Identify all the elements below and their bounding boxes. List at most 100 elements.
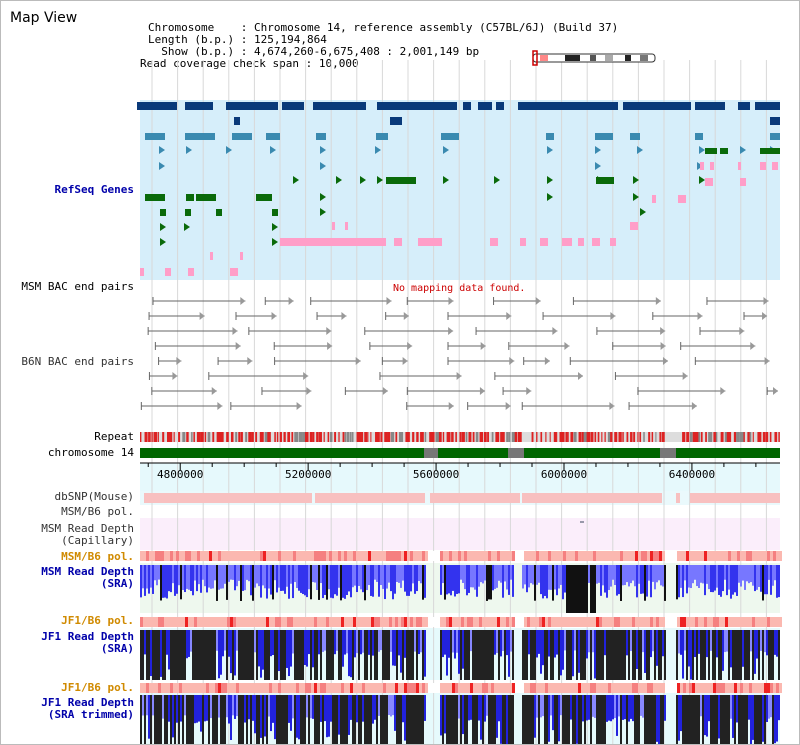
jf1-trim-depth-bar	[602, 695, 604, 745]
jf1-depth-bar	[746, 630, 748, 680]
msm-depth-bar	[540, 565, 542, 595]
jf1-depth-bar	[652, 630, 654, 652]
jf1-depth-bar	[216, 630, 218, 651]
gene-block	[226, 102, 278, 110]
jf1-trim-depth-bar	[158, 695, 160, 745]
jf1-depth-bar	[696, 630, 698, 680]
msm-depth-bar	[608, 565, 610, 591]
jf1-trim-depth-bar	[320, 695, 322, 722]
jf1-pol-strip-cell	[389, 617, 392, 627]
gene-block	[740, 178, 746, 186]
repeat-mark	[390, 432, 395, 442]
jf1-trim-depth-bar	[740, 695, 742, 745]
msm-pol-strip-cell	[146, 551, 149, 561]
msm-depth-bar	[286, 565, 288, 587]
repeat-mark	[720, 432, 724, 442]
jf1-pol2-strip-cell	[485, 683, 488, 693]
jf1-trim-depth-bar	[292, 695, 294, 719]
jf1-pol-strip-cell	[617, 617, 620, 627]
msm-depth-bar	[352, 565, 354, 588]
jf1-trim-depth-bar	[508, 695, 510, 745]
msm-pol-strip-cell	[242, 551, 245, 561]
msm-depth-bar	[580, 565, 582, 613]
msm-pol-strip-cell	[392, 551, 395, 561]
jf1-pol-strip-cell	[335, 617, 338, 627]
msm-depth-bar	[420, 565, 422, 584]
jf1-pol2-strip-cell	[629, 683, 632, 693]
repeat-mark	[762, 432, 766, 442]
jf1-trim-depth-bar	[462, 695, 464, 735]
jf1-pol2-strip-cell	[371, 683, 374, 693]
jf1-pol-strip-cell	[452, 617, 455, 627]
jf1-pol-strip-cell	[287, 617, 290, 627]
jf1-pol2-strip-cell	[308, 683, 311, 693]
jf1-trim-depth-bar	[562, 695, 564, 745]
gene-block	[332, 222, 335, 230]
jf1-pol-strip-cell	[485, 617, 488, 627]
jf1-pol2-strip-cell	[524, 683, 527, 693]
msm-pol-strip-cell	[527, 551, 530, 561]
bac-pair-arrow	[479, 387, 485, 395]
msm-depth-bar	[392, 565, 394, 600]
jf1-depth-bar	[202, 630, 204, 680]
jf1-trim-depth-bar	[392, 695, 394, 716]
jf1-depth-bar	[272, 630, 274, 656]
gene-arrow	[320, 193, 326, 201]
msm-pol-strip-cell	[200, 551, 203, 561]
jf1-pol2-strip-gap	[431, 683, 434, 693]
jf1-trim-depth-bar	[400, 695, 402, 745]
gene-block	[240, 252, 243, 260]
jf1-pol2-strip-cell	[704, 683, 707, 693]
repeat-mark	[743, 432, 745, 442]
jf1-pol2-strip-cell	[764, 683, 767, 693]
jf1-trim-depth-bar	[218, 695, 220, 718]
jf1-pol-strip-cell	[758, 617, 761, 627]
jf1-trim-depth-bar	[456, 695, 458, 745]
jf1-pol-strip-cell	[224, 617, 227, 627]
msm-pol-strip-cell	[530, 551, 533, 561]
repeat-mark	[312, 432, 315, 442]
jf1-pol2-strip-cell	[395, 683, 398, 693]
jf1-depth-bar	[310, 630, 312, 680]
msm-depth-bar	[700, 565, 702, 583]
gene-block	[390, 117, 402, 125]
jf1-trim-depth-bar	[480, 695, 482, 740]
jf1-trim-depth-bar	[156, 695, 158, 745]
jf1-pol2-strip-cell	[635, 683, 638, 693]
refseq-track-bg	[140, 100, 780, 280]
jf1-trim-depth-bar	[636, 695, 638, 745]
jf1-trim-depth-bar	[150, 695, 152, 745]
jf1-pol2-strip-cell	[392, 683, 395, 693]
jf1-pol-strip-gap	[521, 617, 524, 627]
jf1-pol-strip-cell	[410, 617, 413, 627]
jf1-pol-strip-cell	[551, 617, 554, 627]
jf1-depth-bar	[644, 630, 646, 673]
jf1-pol-strip-cell	[773, 617, 776, 627]
jf1-pol2-strip-cell	[278, 683, 281, 693]
jf1-trim-depth-bar	[644, 695, 646, 745]
msm-pol-strip-cell	[548, 551, 551, 561]
jf1-trim-depth-bar	[716, 695, 718, 745]
jf1-pol2-strip-cell	[164, 683, 167, 693]
axis-bg	[140, 463, 780, 491]
repeat-mark	[633, 432, 636, 442]
jf1-trim-depth-bar	[642, 695, 644, 718]
jf1-pol-strip-gap	[515, 617, 518, 627]
jf1-trim-depth-bar	[510, 695, 512, 745]
gene-arrow	[159, 146, 165, 154]
jf1-pol2-strip-cell	[695, 683, 698, 693]
msm-depth-bar	[574, 565, 576, 613]
label-msm-depth-sra-2: (SRA)	[100, 577, 134, 590]
jf1-trim-depth-bar	[774, 695, 776, 744]
jf1-trim-depth-bar	[458, 695, 460, 719]
msm-depth-bar	[484, 565, 486, 581]
repeat-mark	[274, 432, 276, 442]
repeat-mark	[643, 432, 645, 442]
msm-depth-bar	[506, 565, 508, 590]
jf1-pol-strip-cell	[683, 617, 686, 627]
bac-pair-arrow	[697, 312, 703, 320]
repeat-mark	[698, 432, 701, 442]
msm-depth-bar	[696, 565, 698, 587]
label-refseq-genes[interactable]: RefSeq Genes	[54, 183, 134, 196]
span-label: Read coverage check span	[140, 57, 299, 70]
